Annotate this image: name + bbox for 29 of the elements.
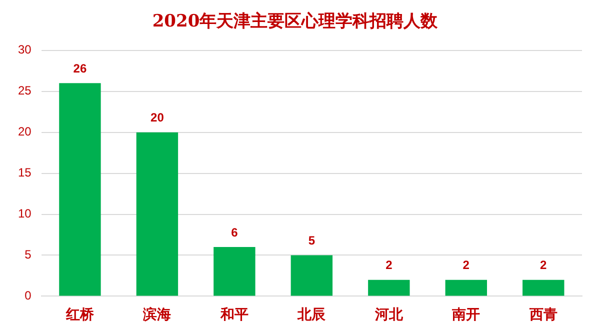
y-tick-label: 0 [24, 288, 32, 303]
y-tick-label: 25 [18, 84, 32, 98]
data-label: 6 [231, 225, 238, 240]
x-tick-label: 河北 [374, 307, 404, 324]
y-tick-label: 5 [24, 248, 32, 262]
bar [214, 247, 256, 296]
x-tick-label: 和平 [219, 307, 248, 324]
bar [136, 132, 178, 296]
y-tick-label: 20 [18, 124, 32, 139]
y-tick-label: 30 [18, 42, 32, 57]
y-tick-label: 15 [18, 166, 32, 180]
data-label: 5 [308, 234, 316, 248]
bar [368, 280, 410, 296]
x-tick-label: 滨海 [142, 306, 172, 324]
data-label: 2 [386, 258, 393, 272]
data-label: 2 [540, 258, 548, 272]
bar [445, 280, 487, 296]
data-label: 2 [462, 258, 470, 272]
bar [59, 83, 101, 296]
x-tick-label: 西青 [528, 307, 558, 324]
x-tick-label: 红桥 [64, 307, 95, 324]
chart-title: 2020年天津主要区心理学科招聘人数 [152, 12, 439, 32]
bar [522, 280, 564, 296]
data-label: 26 [73, 61, 87, 76]
y-tick-label: 10 [18, 206, 32, 221]
x-tick-label: 南开 [451, 307, 480, 324]
x-tick-label: 北辰 [296, 307, 327, 324]
data-label: 20 [150, 110, 164, 125]
bar [290, 255, 333, 296]
